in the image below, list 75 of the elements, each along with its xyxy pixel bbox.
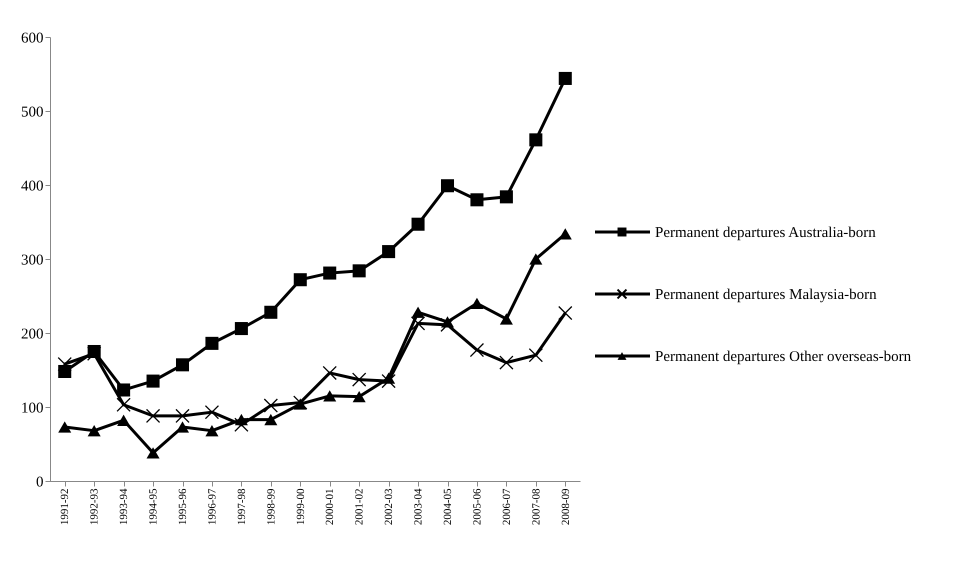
x-tick-label: 1999-00 bbox=[294, 488, 307, 526]
y-tick-label: 600 bbox=[21, 30, 44, 46]
point bbox=[412, 218, 425, 231]
point bbox=[234, 418, 249, 432]
x-tick-label: 2007-08 bbox=[530, 488, 542, 526]
point bbox=[264, 306, 278, 319]
point bbox=[294, 273, 307, 286]
point bbox=[500, 190, 513, 204]
point bbox=[175, 408, 190, 424]
point bbox=[323, 390, 336, 402]
point bbox=[293, 395, 308, 410]
x-tick-label: 1997-98 bbox=[236, 488, 248, 526]
point bbox=[88, 425, 101, 436]
point bbox=[410, 316, 426, 331]
x-tick-label: 1995-96 bbox=[177, 488, 189, 526]
x-tick-label: 2003-04 bbox=[412, 488, 425, 526]
x-tick-label: 2001-02 bbox=[354, 488, 366, 526]
point bbox=[558, 228, 572, 240]
y-tick-label: 500 bbox=[21, 104, 44, 120]
point bbox=[58, 421, 72, 433]
legend-label: Permanent departures Malaysia-born bbox=[655, 287, 878, 303]
y-tick-label: 300 bbox=[21, 252, 44, 268]
point bbox=[322, 366, 337, 380]
x-tick-label: 1992-93 bbox=[88, 488, 101, 526]
point bbox=[176, 421, 190, 433]
point bbox=[558, 306, 572, 320]
point bbox=[205, 336, 218, 350]
point bbox=[381, 374, 396, 388]
point bbox=[529, 253, 542, 265]
point bbox=[205, 425, 218, 436]
point bbox=[440, 318, 455, 332]
point bbox=[176, 358, 190, 372]
point bbox=[234, 322, 248, 336]
point bbox=[412, 306, 425, 318]
point bbox=[499, 355, 514, 370]
point bbox=[264, 414, 278, 426]
point bbox=[470, 342, 484, 358]
point bbox=[352, 372, 366, 387]
point bbox=[352, 390, 366, 402]
x-tick-label: 2006-07 bbox=[500, 488, 513, 526]
point bbox=[117, 414, 130, 426]
x-tick-label: 2008-09 bbox=[560, 488, 572, 526]
x-tick-label: 2005-06 bbox=[471, 488, 484, 526]
point bbox=[117, 383, 130, 396]
x-tick-label: 1993-94 bbox=[118, 488, 130, 526]
x-tick-label: 1991-92 bbox=[59, 488, 72, 526]
point bbox=[352, 264, 366, 278]
point bbox=[146, 408, 160, 424]
point bbox=[264, 398, 278, 413]
point bbox=[558, 72, 572, 85]
point bbox=[204, 405, 220, 420]
point bbox=[323, 266, 336, 280]
x-tick-label: 2000-01 bbox=[324, 488, 336, 526]
point bbox=[529, 133, 542, 146]
y-tick-label: 200 bbox=[21, 326, 44, 342]
point bbox=[87, 346, 102, 361]
y-tick-label: 100 bbox=[21, 400, 44, 416]
x-tick-label: 1996-97 bbox=[206, 488, 218, 526]
y-tick-label: 400 bbox=[21, 178, 44, 194]
legend-label: Permanent departures Other overseas-born bbox=[655, 349, 912, 365]
point bbox=[470, 298, 484, 310]
point bbox=[500, 313, 513, 325]
x-tick-label: 1998-99 bbox=[265, 488, 278, 526]
point bbox=[146, 447, 160, 459]
legend-label: Permanent departures Australia-born bbox=[655, 225, 876, 241]
point bbox=[382, 245, 396, 258]
x-tick-label: 1994-95 bbox=[148, 488, 160, 526]
x-tick-label: 2002-03 bbox=[383, 488, 396, 526]
x-tick-label: 2004-05 bbox=[442, 488, 454, 526]
point bbox=[146, 374, 160, 388]
point bbox=[470, 193, 484, 206]
y-tick-label: 0 bbox=[36, 474, 44, 490]
point bbox=[116, 398, 131, 412]
point bbox=[528, 348, 543, 362]
point bbox=[440, 179, 454, 192]
